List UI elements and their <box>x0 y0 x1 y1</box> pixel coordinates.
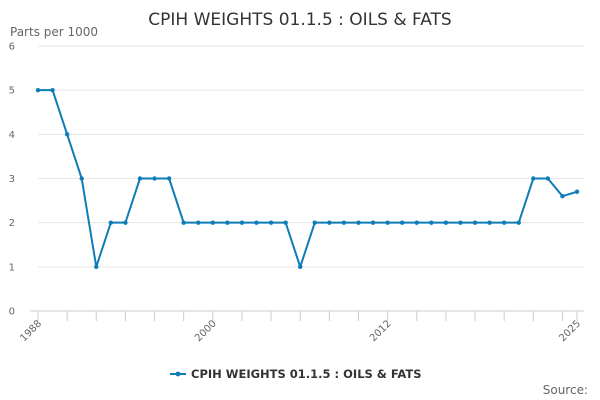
data-point[interactable] <box>50 87 55 93</box>
data-point[interactable] <box>166 176 172 181</box>
gridlines <box>38 45 584 268</box>
series-line <box>38 89 578 268</box>
y-tick-label: 2 <box>9 218 15 229</box>
data-point[interactable] <box>560 193 565 199</box>
data-point[interactable] <box>341 220 347 225</box>
data-point[interactable] <box>225 220 230 225</box>
data-point[interactable] <box>531 176 536 181</box>
data-point[interactable] <box>254 220 259 225</box>
x-tick-label: 1988 <box>18 318 44 344</box>
data-point[interactable] <box>283 220 288 225</box>
data-point[interactable] <box>356 220 361 225</box>
y-tick-label: 1 <box>9 262 15 273</box>
data-point[interactable] <box>210 220 216 225</box>
y-tick-label: 5 <box>9 86 15 97</box>
x-tick-label: 2025 <box>557 318 583 344</box>
data-point[interactable] <box>458 220 463 225</box>
chart-title: CPIH WEIGHTS 01.1.5 : OILS & FATS <box>148 10 451 30</box>
data-point[interactable] <box>370 220 376 225</box>
data-point[interactable] <box>501 220 507 225</box>
data-point[interactable] <box>79 176 84 181</box>
x-tick-label: 2012 <box>368 318 394 344</box>
data-point[interactable] <box>268 220 274 225</box>
y-tick-label: 4 <box>9 130 15 141</box>
data-point[interactable] <box>152 176 157 181</box>
data-point[interactable] <box>385 220 390 225</box>
x-tick-label: 2000 <box>193 318 219 344</box>
series-group <box>35 87 580 270</box>
data-point[interactable] <box>487 220 492 225</box>
legend[interactable]: CPIH WEIGHTS 01.1.5 : OILS & FATS <box>170 367 422 381</box>
x-axis: 1988 2000 2012 2025 <box>18 310 584 344</box>
data-point[interactable] <box>443 220 449 225</box>
data-point[interactable] <box>35 87 41 93</box>
data-point[interactable] <box>94 264 99 270</box>
data-point[interactable] <box>196 220 201 225</box>
legend-marker <box>175 371 181 377</box>
y-axis-ticks: 0 1 2 3 4 5 6 <box>9 42 15 318</box>
data-point[interactable] <box>414 220 419 225</box>
data-point[interactable] <box>574 189 580 194</box>
data-point[interactable] <box>429 220 434 225</box>
data-point[interactable] <box>123 220 128 225</box>
data-point[interactable] <box>181 220 186 225</box>
y-tick-label: 3 <box>9 174 15 185</box>
y-tick-label: 6 <box>9 42 15 53</box>
data-point[interactable] <box>239 220 245 225</box>
data-point[interactable] <box>472 220 478 225</box>
data-point[interactable] <box>298 264 303 270</box>
data-point[interactable] <box>64 132 70 137</box>
legend-label[interactable]: CPIH WEIGHTS 01.1.5 : OILS & FATS <box>191 367 422 381</box>
data-point[interactable] <box>399 220 405 225</box>
y-axis-label: Parts per 1000 <box>10 25 98 39</box>
data-point[interactable] <box>516 220 521 225</box>
data-point[interactable] <box>312 220 317 225</box>
data-point[interactable] <box>545 176 551 181</box>
source-label: Source: <box>543 383 588 397</box>
y-tick-label: 0 <box>9 307 15 318</box>
data-point[interactable] <box>108 220 114 225</box>
data-point[interactable] <box>327 220 332 225</box>
data-point[interactable] <box>137 176 143 181</box>
